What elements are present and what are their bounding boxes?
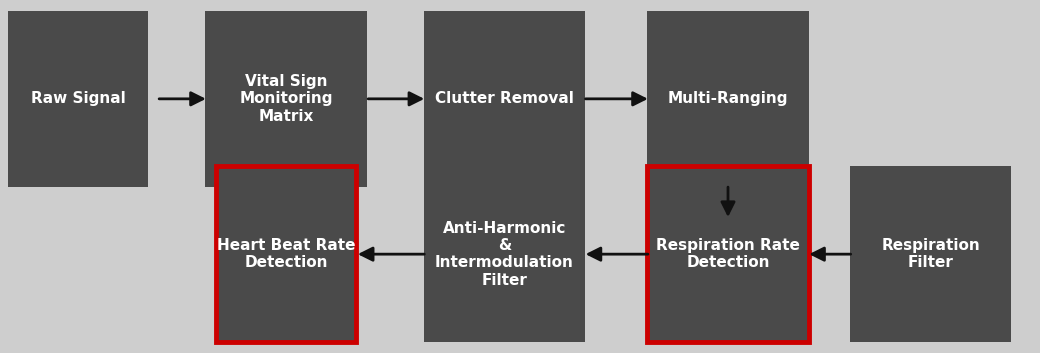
Bar: [424, 166, 584, 342]
Text: Multi-Ranging: Multi-Ranging: [668, 91, 788, 106]
Bar: [851, 166, 1012, 342]
Bar: [647, 166, 809, 342]
Bar: [216, 166, 357, 342]
Text: Raw Signal: Raw Signal: [30, 91, 126, 106]
Text: Vital Sign
Monitoring
Matrix: Vital Sign Monitoring Matrix: [239, 74, 333, 124]
Bar: [216, 166, 357, 342]
Bar: [647, 11, 809, 187]
Text: Heart Beat Rate
Detection: Heart Beat Rate Detection: [216, 238, 356, 270]
Bar: [647, 166, 809, 342]
Bar: [206, 11, 367, 187]
Bar: [424, 11, 584, 187]
Text: Respiration
Filter: Respiration Filter: [882, 238, 980, 270]
Text: Clutter Removal: Clutter Removal: [435, 91, 574, 106]
Bar: [7, 11, 148, 187]
Text: Respiration Rate
Detection: Respiration Rate Detection: [656, 238, 800, 270]
Text: Anti-Harmonic
&
Intermodulation
Filter: Anti-Harmonic & Intermodulation Filter: [435, 221, 574, 288]
